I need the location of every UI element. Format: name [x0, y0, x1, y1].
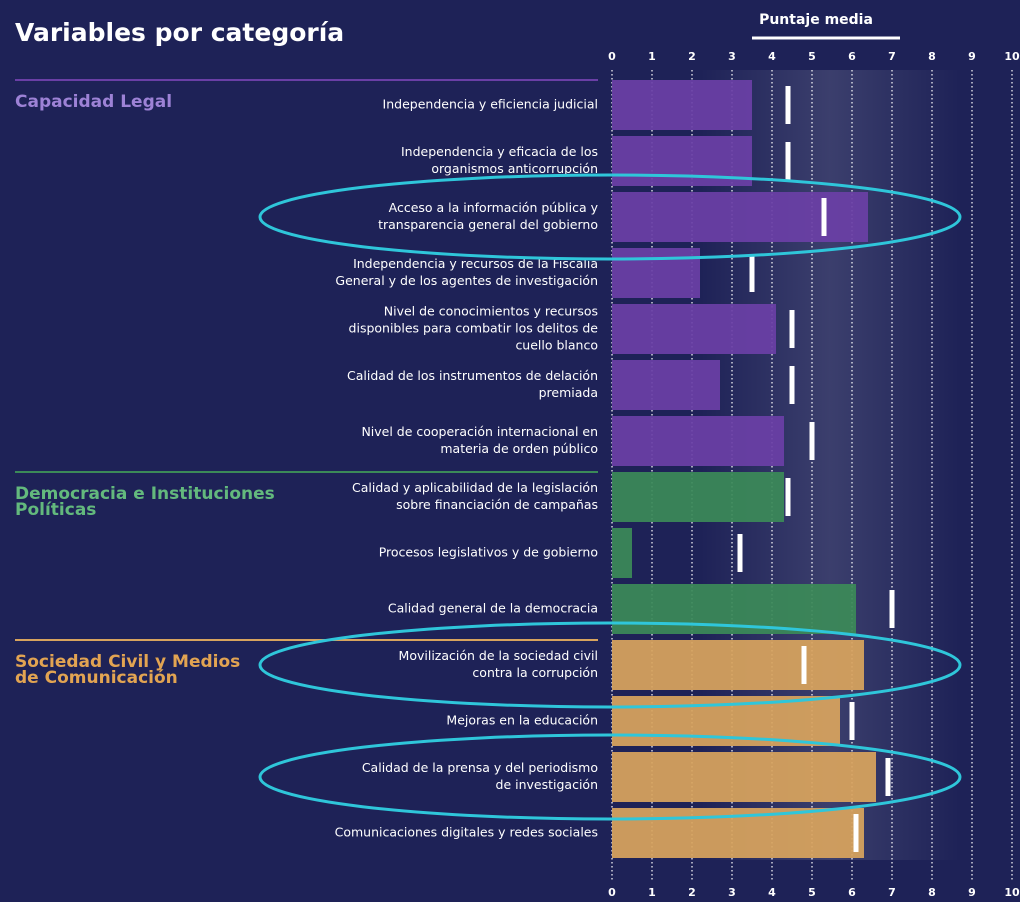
bar	[612, 752, 876, 802]
mean-marker	[885, 758, 891, 796]
x-tick-label-top: 2	[688, 50, 696, 63]
annotations	[258, 173, 962, 821]
bar	[612, 640, 864, 690]
bar	[612, 416, 784, 466]
group-label: Políticas	[15, 500, 96, 520]
category-label: cuello blanco	[515, 338, 598, 353]
x-tick-label-bottom: 3	[728, 886, 736, 899]
bar	[612, 472, 784, 522]
x-tick-label-top: 1	[648, 50, 656, 63]
category-label: General y de los agentes de investigació…	[335, 273, 598, 288]
x-tick-label-bottom: 6	[848, 886, 856, 899]
x-tick-label-bottom: 4	[768, 886, 776, 899]
plot: 0 0 1 1 2 2 3 3 4 4 5 5 6 6 7 7 8 8 9 9 10 10 Capacidad Legal I…	[15, 50, 1020, 899]
highlight-ellipse	[258, 621, 962, 709]
category-label: Mejoras en la educación	[446, 713, 598, 728]
mean-marker	[785, 142, 791, 180]
category-label: materia de orden público	[440, 441, 598, 456]
category-label: sobre financiación de campañas	[396, 497, 598, 512]
x-tick-label-top: 5	[808, 50, 816, 63]
category-label: Calidad y aplicabilidad de la legislació…	[352, 480, 598, 495]
x-tick-label-top: 7	[888, 50, 896, 63]
x-tick-label-bottom: 1	[648, 886, 656, 899]
category-label: premiada	[539, 385, 598, 400]
highlight-ellipse	[258, 173, 962, 261]
category-label: transparencia general del gobierno	[378, 217, 598, 232]
x-tick-label-top: 9	[968, 50, 976, 63]
axis-label: Puntaje media	[759, 12, 873, 28]
category-label: Calidad de los instrumentos de delación	[347, 368, 598, 383]
group-label: Democracia e Instituciones	[15, 484, 275, 504]
mean-marker	[849, 702, 855, 740]
x-tick-label-bottom: 5	[808, 886, 816, 899]
mean-marker	[801, 646, 807, 684]
category-label: Independencia y eficiencia judicial	[383, 97, 598, 112]
bar	[612, 360, 720, 410]
category-label: contra la corrupción	[472, 665, 598, 680]
group-label: Capacidad Legal	[15, 92, 172, 112]
category-label: disponibles para combatir los delitos de	[349, 321, 599, 336]
category-label: Nivel de cooperación internacional en	[361, 424, 598, 439]
mean-marker	[889, 590, 895, 628]
highlight-ellipse	[258, 733, 962, 821]
mean-marker	[853, 814, 859, 852]
bar	[612, 248, 700, 298]
mean-marker	[809, 422, 815, 460]
category-label: Comunicaciones digitales y redes sociale…	[335, 825, 598, 840]
category-label: Calidad general de la democracia	[388, 601, 598, 616]
x-tick-label-top: 3	[728, 50, 736, 63]
group-label: Sociedad Civil y Medios	[15, 652, 240, 672]
mean-marker	[785, 86, 791, 124]
category-label: Acceso a la información pública y	[389, 200, 599, 215]
mean-marker	[789, 310, 795, 348]
x-tick-label-top: 0	[608, 50, 616, 63]
bar	[612, 304, 776, 354]
category-label: Movilización de la sociedad civil	[399, 648, 598, 663]
bar	[612, 80, 752, 130]
mean-marker	[737, 534, 743, 572]
category-label: Procesos legislativos y de gobierno	[379, 545, 598, 560]
x-tick-label-bottom: 0	[608, 886, 616, 899]
group-label: de Comunicación	[15, 668, 178, 688]
x-tick-label-top: 10	[1004, 50, 1020, 63]
mean-marker	[785, 478, 791, 516]
x-tick-label-bottom: 7	[888, 886, 896, 899]
bar	[612, 528, 632, 578]
category-label: Calidad de la prensa y del periodismo	[362, 760, 598, 775]
x-tick-label-bottom: 2	[688, 886, 696, 899]
category-label: Independencia y eficacia de los	[401, 144, 598, 159]
mean-marker	[789, 366, 795, 404]
mean-marker	[821, 198, 827, 236]
category-label: de investigación	[496, 777, 598, 792]
bar	[612, 192, 868, 242]
x-tick-label-bottom: 9	[968, 886, 976, 899]
category-label: Independencia y recursos de la Fiscalía	[353, 256, 598, 271]
chart-title: Variables por categoría	[15, 18, 344, 47]
x-tick-label-top: 8	[928, 50, 936, 63]
category-label: organismos anticorrupción	[431, 161, 598, 176]
mean-marker	[749, 254, 755, 292]
x-tick-label-top: 4	[768, 50, 776, 63]
x-tick-label-bottom: 8	[928, 886, 936, 899]
x-tick-label-bottom: 10	[1004, 886, 1020, 899]
x-tick-label-top: 6	[848, 50, 856, 63]
category-label: Nivel de conocimientos y recursos	[384, 304, 598, 319]
